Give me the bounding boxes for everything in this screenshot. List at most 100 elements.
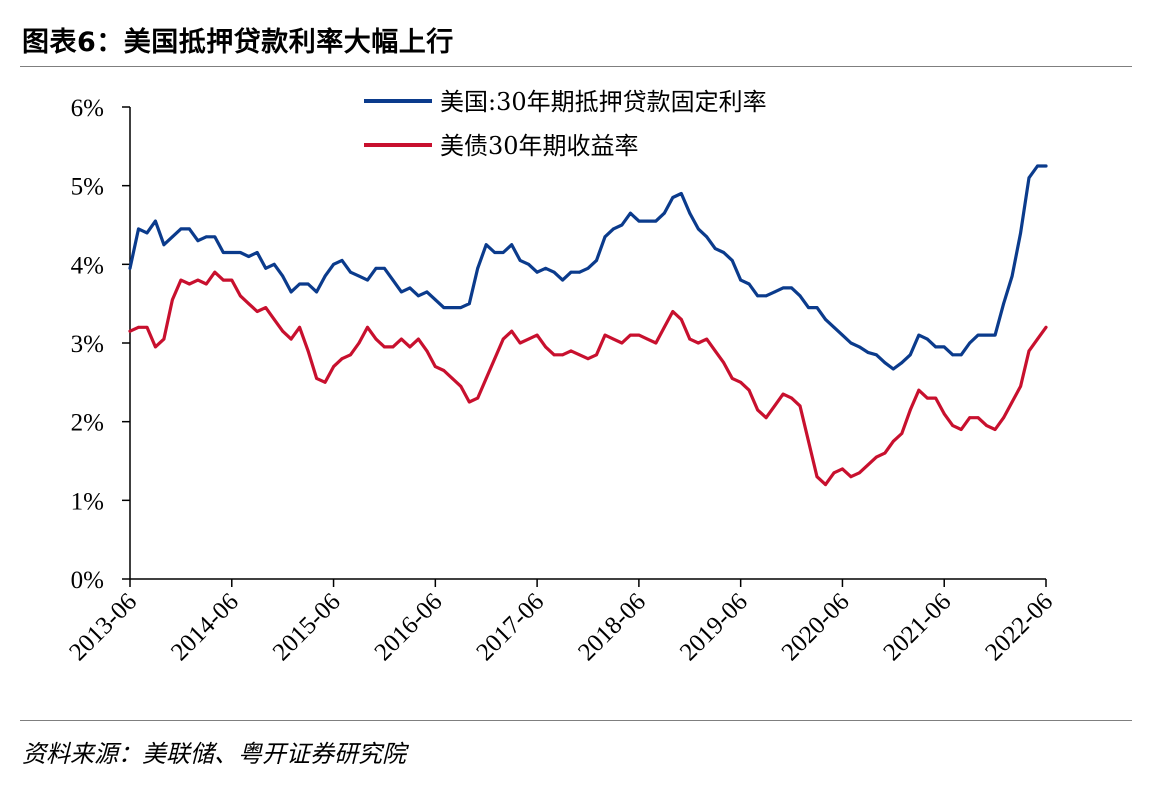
data-point	[340, 357, 344, 361]
data-point	[196, 278, 200, 282]
data-point	[662, 211, 666, 215]
data-point	[781, 286, 785, 290]
data-point	[289, 290, 293, 294]
data-point	[671, 196, 675, 199]
data-point	[128, 329, 132, 333]
data-point	[162, 337, 166, 341]
data-point	[1044, 164, 1048, 168]
data-point	[213, 270, 217, 274]
data-point	[425, 349, 429, 353]
figure-title: 图表6：美国抵押贷款利率大幅上行	[22, 27, 454, 58]
data-point	[1027, 176, 1031, 180]
data-point	[790, 286, 793, 290]
data-point	[484, 377, 488, 380]
data-point	[586, 266, 590, 270]
data-point	[824, 483, 827, 486]
x-tick-label: 2021-06	[878, 588, 956, 666]
data-point	[561, 353, 564, 357]
data-point	[900, 432, 904, 435]
data-point	[705, 235, 709, 239]
data-point	[603, 235, 607, 239]
data-point	[858, 345, 861, 349]
data-point	[951, 353, 955, 357]
data-point	[374, 337, 378, 341]
data-point	[900, 361, 904, 365]
data-point	[162, 243, 166, 247]
x-tick-label: 2018-06	[573, 588, 651, 666]
data-point	[654, 341, 658, 345]
data-point	[544, 266, 547, 270]
data-point	[968, 341, 972, 345]
data-point	[696, 227, 700, 231]
data-point	[281, 329, 285, 333]
data-point	[722, 251, 726, 254]
data-point	[959, 353, 963, 357]
data-point	[756, 294, 759, 298]
data-point	[145, 231, 149, 235]
x-tick-label: 2016-06	[370, 588, 448, 666]
data-point	[323, 380, 327, 384]
data-point	[629, 333, 632, 337]
data-point	[875, 353, 878, 357]
series-layer	[128, 164, 1048, 487]
data-point	[442, 369, 446, 372]
data-point	[357, 341, 361, 345]
data-point	[425, 290, 429, 294]
data-point	[908, 353, 912, 357]
data-point	[637, 219, 641, 223]
data-point	[1019, 384, 1022, 388]
data-point	[179, 227, 183, 231]
data-point	[179, 278, 183, 282]
data-point	[934, 396, 938, 400]
x-tick-label: 2017-06	[471, 588, 549, 666]
data-point	[417, 294, 420, 298]
data-point	[196, 239, 200, 243]
data-point	[306, 282, 310, 286]
data-point	[433, 365, 437, 368]
data-point	[976, 333, 980, 337]
data-point	[713, 349, 717, 353]
data-point	[247, 255, 251, 258]
data-point	[841, 333, 844, 337]
data-point	[154, 219, 157, 223]
data-point	[221, 251, 225, 254]
data-point	[298, 282, 301, 286]
data-point	[1002, 302, 1005, 306]
data-point	[934, 345, 938, 349]
y-tick-label: 1%	[71, 488, 104, 515]
data-point	[883, 361, 887, 365]
data-point	[527, 337, 530, 341]
y-tick-label: 0%	[71, 567, 104, 594]
data-point	[366, 325, 369, 329]
data-point	[289, 337, 293, 341]
data-point	[128, 266, 132, 270]
data-point	[383, 345, 386, 349]
data-point	[171, 235, 174, 239]
top-rule	[20, 66, 1132, 67]
data-point	[154, 345, 157, 349]
data-point	[798, 294, 802, 298]
data-point	[459, 306, 463, 309]
data-point	[942, 345, 946, 349]
data-point	[264, 266, 268, 270]
data-point	[764, 294, 768, 298]
data-point	[230, 278, 234, 282]
y-tick-label: 3%	[71, 331, 104, 358]
data-point	[849, 475, 853, 479]
data-point	[137, 227, 140, 231]
data-point	[1010, 400, 1014, 404]
data-point	[510, 243, 514, 247]
data-point	[739, 278, 743, 282]
data-point	[951, 424, 955, 427]
data-point	[942, 412, 946, 416]
data-point	[323, 274, 327, 278]
chart-axes: 0% 1% 2% 3% 4% 5% 6% 2013-06 2014-06 2015-06 2016-…	[64, 95, 1058, 666]
data-point	[450, 306, 454, 309]
data-point	[230, 251, 234, 254]
x-tick-label: 2015-06	[268, 588, 346, 666]
data-point	[730, 259, 734, 262]
data-point	[883, 451, 887, 455]
data-point	[417, 337, 420, 341]
data-point	[917, 333, 921, 337]
